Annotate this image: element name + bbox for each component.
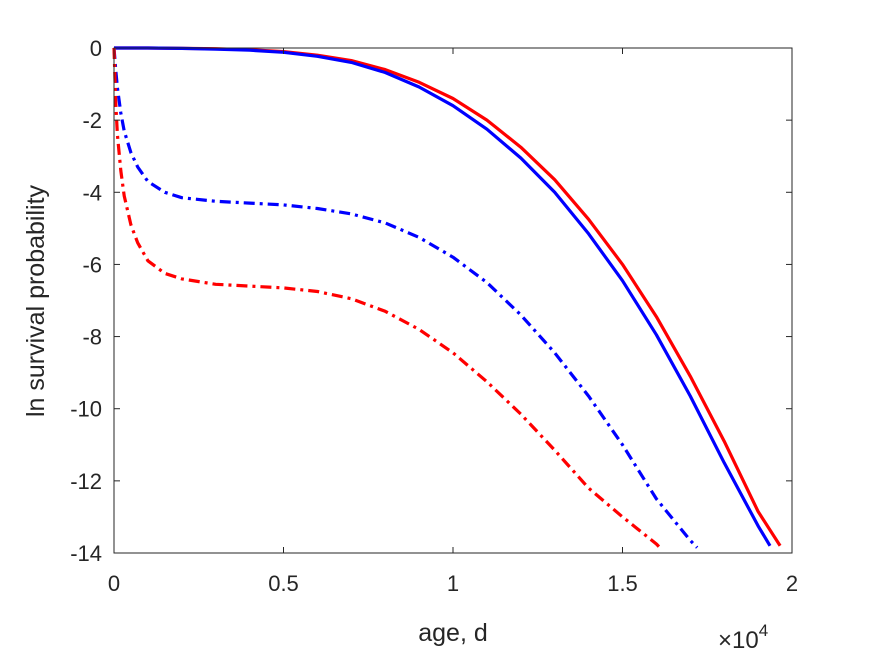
y-tick-label: -14 — [70, 541, 102, 566]
x-axis-exponent: ×104 — [718, 621, 768, 654]
series-line-4 — [112, 47, 661, 549]
y-tick-label: -2 — [82, 108, 102, 133]
x-tick-label: 0 — [108, 571, 120, 596]
x-axis-exponent-power: 4 — [759, 621, 768, 640]
x-tick-label: 2 — [786, 571, 798, 596]
y-tick-label: -4 — [82, 180, 102, 205]
y-tick-label: -10 — [70, 397, 102, 422]
x-tick-label: 1.5 — [607, 571, 638, 596]
series-layer — [112, 46, 782, 549]
x-axis-label: age, d — [418, 619, 488, 647]
y-tick-label: 0 — [90, 36, 102, 61]
y-axis-label: ln survival probability — [22, 184, 50, 417]
plot-area-background — [114, 48, 792, 553]
y-axis-ticks: 0 -2 -4 -6 -8 -10 -12 -14 — [70, 36, 792, 566]
x-tick-label: 0.5 — [268, 571, 299, 596]
y-tick-label: -8 — [82, 325, 102, 350]
y-tick-label: -6 — [82, 252, 102, 277]
x-axis-exponent-base: ×10 — [718, 627, 759, 654]
x-axis-ticks: 0 0.5 1 1.5 2 — [108, 48, 798, 596]
series-line-3 — [112, 47, 699, 549]
x-tick-label: 1 — [447, 571, 459, 596]
series-line-2 — [114, 46, 772, 547]
y-tick-label: -12 — [70, 469, 102, 494]
